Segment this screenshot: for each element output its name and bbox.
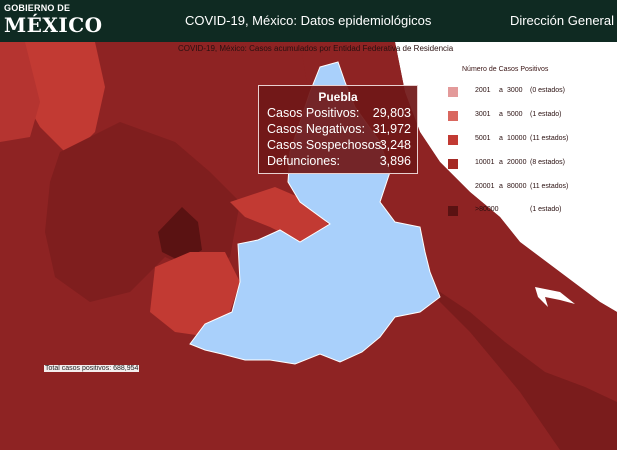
legend-title: Número de Casos Positivos xyxy=(462,66,549,73)
gobierno-logo[interactable]: GOBIERNO DE MÉXICO xyxy=(4,3,102,37)
legend-to: 5000 xyxy=(507,111,523,118)
legend-to: 80000 xyxy=(507,183,527,190)
legend-a: a xyxy=(499,159,503,166)
legend-a: a xyxy=(499,87,503,94)
tooltip-label: Casos Negativos: xyxy=(267,122,365,136)
legend-swatch xyxy=(448,87,458,97)
legend-from: 5001 xyxy=(475,135,491,142)
total-positive-label: Total casos positivos: 688,954 xyxy=(44,365,140,372)
tooltip-row: Defunciones: 3,896 xyxy=(267,154,411,170)
legend-item[interactable]: 10001 a 20000 (8 estados) xyxy=(442,158,612,170)
legend-count: (11 estados) xyxy=(530,183,569,190)
legend-count: (1 estado) xyxy=(530,206,562,213)
tooltip-row: Casos Sospechosos: 3,248 xyxy=(267,138,411,154)
legend-count: (1 estado) xyxy=(530,111,562,118)
legend-item[interactable]: 2001 a 3000 (0 estados) xyxy=(442,86,612,98)
tooltip-value: 31,972 xyxy=(372,122,411,136)
legend-swatch xyxy=(448,135,458,145)
legend-swatch xyxy=(448,183,458,193)
legend-swatch xyxy=(448,206,458,216)
logo-line1: GOBIERNO DE xyxy=(4,3,71,13)
tooltip-label: Casos Positivos: xyxy=(267,106,360,120)
legend-from: 20001 xyxy=(475,183,495,190)
tooltip-label: Casos Sospechosos: xyxy=(267,138,385,152)
app-title: COVID-19, México: Datos epidemiológicos xyxy=(185,13,432,28)
state-tooltip: Puebla Casos Positivos: 29,803 Casos Neg… xyxy=(258,85,418,174)
state-darkest[interactable] xyxy=(158,207,202,262)
tooltip-label: Defunciones: xyxy=(267,154,340,168)
tooltip-value: 3,248 xyxy=(379,138,411,152)
legend-from: 3001 xyxy=(475,111,491,118)
legend-item[interactable]: >80000 (1 estado) xyxy=(442,205,612,217)
tooltip-title: Puebla xyxy=(318,90,358,104)
tooltip-row: Casos Positivos: 29,803 xyxy=(267,106,411,122)
legend-count: (11 estados) xyxy=(530,135,569,142)
legend-from: 10001 xyxy=(475,159,495,166)
legend-item[interactable]: 5001 a 10000 (11 estados) xyxy=(442,134,612,146)
legend-count: (8 estados) xyxy=(530,159,566,166)
legend-swatch xyxy=(448,159,458,169)
legend-count: (0 estados) xyxy=(530,87,566,94)
state-west-medium[interactable] xyxy=(0,42,40,142)
island-marker xyxy=(535,287,575,307)
legend-item[interactable]: 3001 a 5000 (1 estado) xyxy=(442,110,612,122)
logo-line2: MÉXICO xyxy=(4,13,103,37)
legend-a: a xyxy=(499,111,503,118)
legend-swatch xyxy=(448,111,458,121)
header-bar: GOBIERNO DE MÉXICO COVID-19, México: Dat… xyxy=(0,0,617,42)
legend-to: 3000 xyxy=(507,87,523,94)
legend-a: a xyxy=(499,135,503,142)
legend-to: 20000 xyxy=(507,159,527,166)
legend-from: >80000 xyxy=(475,206,499,213)
tooltip-row: Casos Negativos: 31,972 xyxy=(267,122,411,138)
state-northwest[interactable] xyxy=(20,42,105,157)
section-title[interactable]: Dirección General xyxy=(509,13,614,28)
state-south-medium[interactable] xyxy=(150,252,240,337)
map-caption: COVID-19, México: Casos acumulados por E… xyxy=(178,44,454,53)
legend-to: 10000 xyxy=(507,135,527,142)
legend-a: a xyxy=(499,183,503,190)
legend-from: 2001 xyxy=(475,87,491,94)
state-puebla[interactable] xyxy=(189,61,441,365)
tooltip-value: 29,803 xyxy=(372,106,411,120)
tooltip-value: 3,896 xyxy=(379,154,411,168)
legend-item[interactable]: 20001 a 80000 (11 estados) xyxy=(442,182,612,194)
ocean-gulf xyxy=(395,42,617,312)
